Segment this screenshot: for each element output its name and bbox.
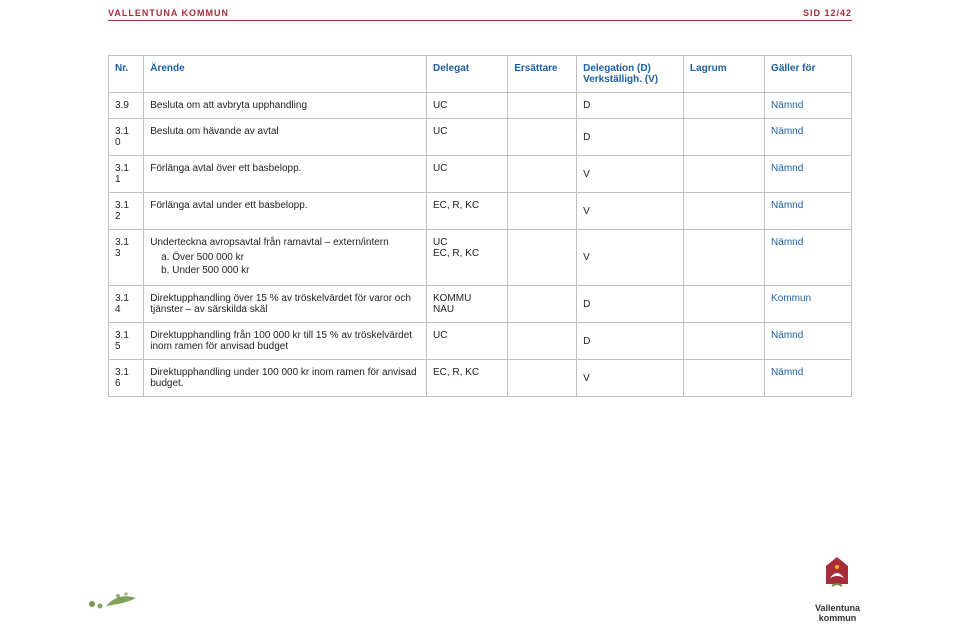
logo-icon xyxy=(816,554,858,596)
table-cell xyxy=(508,360,577,397)
table-cell: 3.1 6 xyxy=(109,360,144,397)
logo-label: Vallentuna kommun xyxy=(815,603,860,623)
table-cell: Nämnd xyxy=(765,323,852,360)
table-cell: Nämnd xyxy=(765,230,852,286)
table-cell-arende: Förlänga avtal över ett basbelopp. xyxy=(144,156,427,193)
table-cell: Kommun xyxy=(765,286,852,323)
table-cell-arende: Direktupphandling från 100 000 kr till 1… xyxy=(144,323,427,360)
table-cell: V xyxy=(577,156,684,193)
table-row: 3.9Besluta om att avbryta upphandlingUC D… xyxy=(109,93,852,119)
table-cell: 3.1 4 xyxy=(109,286,144,323)
table-cell xyxy=(508,323,577,360)
table-row: 3.1 4Direktupphandling över 15 % av trös… xyxy=(109,286,852,323)
table-row: 3.1 0Besluta om hävande av avtalUC D Nämnd xyxy=(109,119,852,156)
table-row: 3.1 2Förlänga avtal under ett basbelopp.… xyxy=(109,193,852,230)
table-cell xyxy=(683,193,764,230)
table-cell: Nämnd xyxy=(765,156,852,193)
table-cell xyxy=(683,93,764,119)
table-cell xyxy=(683,323,764,360)
table-cell-arende: Förlänga avtal under ett basbelopp. xyxy=(144,193,427,230)
table-cell: Nämnd xyxy=(765,193,852,230)
footer-logo: Vallentuna kommun xyxy=(815,554,860,623)
table-cell: UC xyxy=(426,323,507,360)
table-cell xyxy=(508,93,577,119)
page-header: VALLENTUNA KOMMUN SID 12/42 xyxy=(0,0,960,18)
table-header-row: Nr. Ärende Delegat Ersättare Delegation … xyxy=(109,56,852,93)
table-row: 3.1 5Direktupphandling från 100 000 kr t… xyxy=(109,323,852,360)
col-arende: Ärende xyxy=(144,56,427,93)
sublist-item: Över 500 000 kr xyxy=(172,252,420,263)
table-cell: Nämnd xyxy=(765,360,852,397)
table-cell: UC xyxy=(426,119,507,156)
sublist: Över 500 000 kr Under 500 000 kr xyxy=(150,252,420,276)
table-cell: D xyxy=(577,93,684,119)
table-cell: D xyxy=(577,286,684,323)
table-cell: 3.9 xyxy=(109,93,144,119)
table-cell xyxy=(508,286,577,323)
table-cell: KOMMU NAU xyxy=(426,286,507,323)
table-cell: D xyxy=(577,119,684,156)
table-cell: EC, R, KC xyxy=(426,193,507,230)
delegation-table: Nr. Ärende Delegat Ersättare Delegation … xyxy=(108,55,852,397)
sublist-item: Under 500 000 kr xyxy=(172,265,420,276)
table-cell-arende: Underteckna avropsavtal från ramavtal – … xyxy=(144,230,427,286)
col-ersattare: Ersättare xyxy=(508,56,577,93)
table-row: 3.1 6Direktupphandling under 100 000 kr … xyxy=(109,360,852,397)
table-cell-arende: Besluta om att avbryta upphandling xyxy=(144,93,427,119)
table-row: 3.1 3Underteckna avropsavtal från ramavt… xyxy=(109,230,852,286)
table-cell xyxy=(683,230,764,286)
table-cell xyxy=(683,119,764,156)
col-dv: Delegation (D) Verkställigh. (V) xyxy=(577,56,684,93)
table-cell: EC, R, KC xyxy=(426,360,507,397)
table-cell: 3.1 5 xyxy=(109,323,144,360)
col-nr: Nr. xyxy=(109,56,144,93)
org-name: VALLENTUNA KOMMUN xyxy=(108,8,229,18)
table-cell: Nämnd xyxy=(765,119,852,156)
col-lagrum: Lagrum xyxy=(683,56,764,93)
content-area: Nr. Ärende Delegat Ersättare Delegation … xyxy=(0,21,960,397)
table-cell xyxy=(683,360,764,397)
table-cell: UC xyxy=(426,156,507,193)
table-cell xyxy=(683,156,764,193)
table-cell: Nämnd xyxy=(765,93,852,119)
table-cell: V xyxy=(577,360,684,397)
table-cell xyxy=(508,156,577,193)
col-galler: Gäller för xyxy=(765,56,852,93)
table-cell-arende: Direktupphandling under 100 000 kr inom … xyxy=(144,360,427,397)
table-cell: UC EC, R, KC xyxy=(426,230,507,286)
table-cell-arende: Besluta om hävande av avtal xyxy=(144,119,427,156)
page-code: SID 12/42 xyxy=(803,8,852,18)
table-cell: V xyxy=(577,193,684,230)
table-cell: 3.1 1 xyxy=(109,156,144,193)
table-cell: 3.1 2 xyxy=(109,193,144,230)
table-cell: 3.1 3 xyxy=(109,230,144,286)
table-cell: V xyxy=(577,230,684,286)
table-cell-arende: Direktupphandling över 15 % av tröskelvä… xyxy=(144,286,427,323)
footer-decoration-icon xyxy=(88,582,148,615)
table-cell xyxy=(508,193,577,230)
table-cell: D xyxy=(577,323,684,360)
table-cell xyxy=(508,119,577,156)
table-row: 3.1 1Förlänga avtal över ett basbelopp.U… xyxy=(109,156,852,193)
table-cell xyxy=(508,230,577,286)
table-cell: UC xyxy=(426,93,507,119)
table-cell xyxy=(683,286,764,323)
table-cell: 3.1 0 xyxy=(109,119,144,156)
col-delegat: Delegat xyxy=(426,56,507,93)
